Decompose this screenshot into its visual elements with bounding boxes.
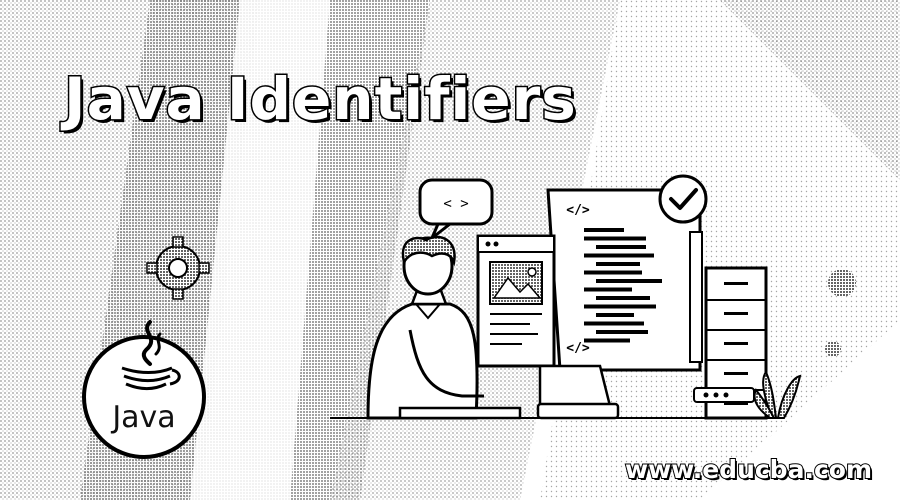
check-icon xyxy=(658,174,708,224)
code-line xyxy=(584,321,644,326)
code-tag-icon: </> xyxy=(566,203,590,218)
code-tag-icon: </> xyxy=(566,341,590,356)
code-line xyxy=(596,296,650,300)
code-line xyxy=(584,338,630,343)
code-line xyxy=(584,304,656,309)
code-document: </> </> xyxy=(546,188,703,372)
code-line xyxy=(596,262,640,266)
decorative-circle xyxy=(828,269,856,297)
java-logo-ring xyxy=(82,320,206,459)
website-url: www.educba.com xyxy=(624,454,873,485)
code-line xyxy=(584,228,624,232)
code-line xyxy=(596,330,648,334)
code-line xyxy=(584,253,654,258)
code-line xyxy=(584,270,642,275)
page-title: Java Identifiers xyxy=(63,65,578,133)
code-line xyxy=(596,279,662,283)
speech-bubble-glyph: < > xyxy=(443,196,468,212)
speech-bubble-icon: < > xyxy=(418,178,494,240)
code-lines xyxy=(584,228,662,343)
code-line xyxy=(596,313,634,317)
monitor xyxy=(476,234,620,420)
decorative-circle xyxy=(825,341,841,357)
device xyxy=(693,387,755,403)
gear-icon xyxy=(146,236,210,300)
person-illustration xyxy=(366,235,522,420)
code-line xyxy=(596,245,646,249)
java-logo-text: Java xyxy=(112,400,176,435)
java-logo: Java xyxy=(85,318,203,466)
code-line xyxy=(584,287,632,292)
plant-illustration xyxy=(753,370,802,419)
code-line xyxy=(584,236,646,241)
